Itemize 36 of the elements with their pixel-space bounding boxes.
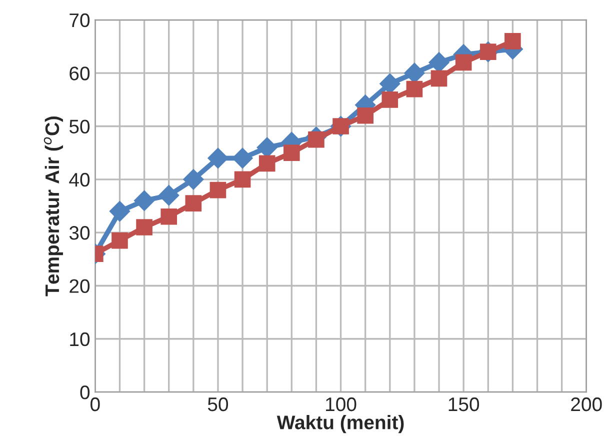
x-axis-title: Waktu (menit) xyxy=(276,415,404,434)
point xyxy=(430,70,448,87)
point xyxy=(382,92,398,108)
point xyxy=(232,148,253,168)
point xyxy=(160,208,178,225)
point xyxy=(504,33,521,50)
x-tick-label: 150 xyxy=(448,397,480,412)
point xyxy=(283,144,300,161)
point xyxy=(455,54,472,71)
point xyxy=(357,107,374,124)
y-tick-label: 40 xyxy=(69,172,90,187)
point xyxy=(134,190,155,212)
y-tick-label: 0 xyxy=(80,386,90,400)
point xyxy=(183,169,204,190)
y-tick-label: 10 xyxy=(70,332,90,346)
y-tick-label: 30 xyxy=(69,226,90,240)
point xyxy=(112,232,128,249)
point xyxy=(109,200,130,222)
point xyxy=(234,171,251,188)
y-tick-label: 50 xyxy=(69,120,90,134)
point xyxy=(185,195,202,212)
point xyxy=(406,80,423,98)
point xyxy=(258,155,276,172)
y-tick-label: 60 xyxy=(70,66,90,80)
point xyxy=(210,182,226,198)
point xyxy=(158,185,180,206)
x-tick-label: 100 xyxy=(326,397,356,412)
x-tick-label: 50 xyxy=(208,397,228,412)
x-tick-label: 0 xyxy=(90,397,100,412)
y-axis-title: Temperatur Air ($^{o}$C) xyxy=(44,116,63,296)
x-tick-label: 200 xyxy=(571,397,602,412)
point xyxy=(208,148,228,168)
y-tick-label: 20 xyxy=(70,279,90,293)
y-tick-label: 70 xyxy=(70,13,90,28)
point xyxy=(136,219,152,236)
point xyxy=(308,131,324,148)
